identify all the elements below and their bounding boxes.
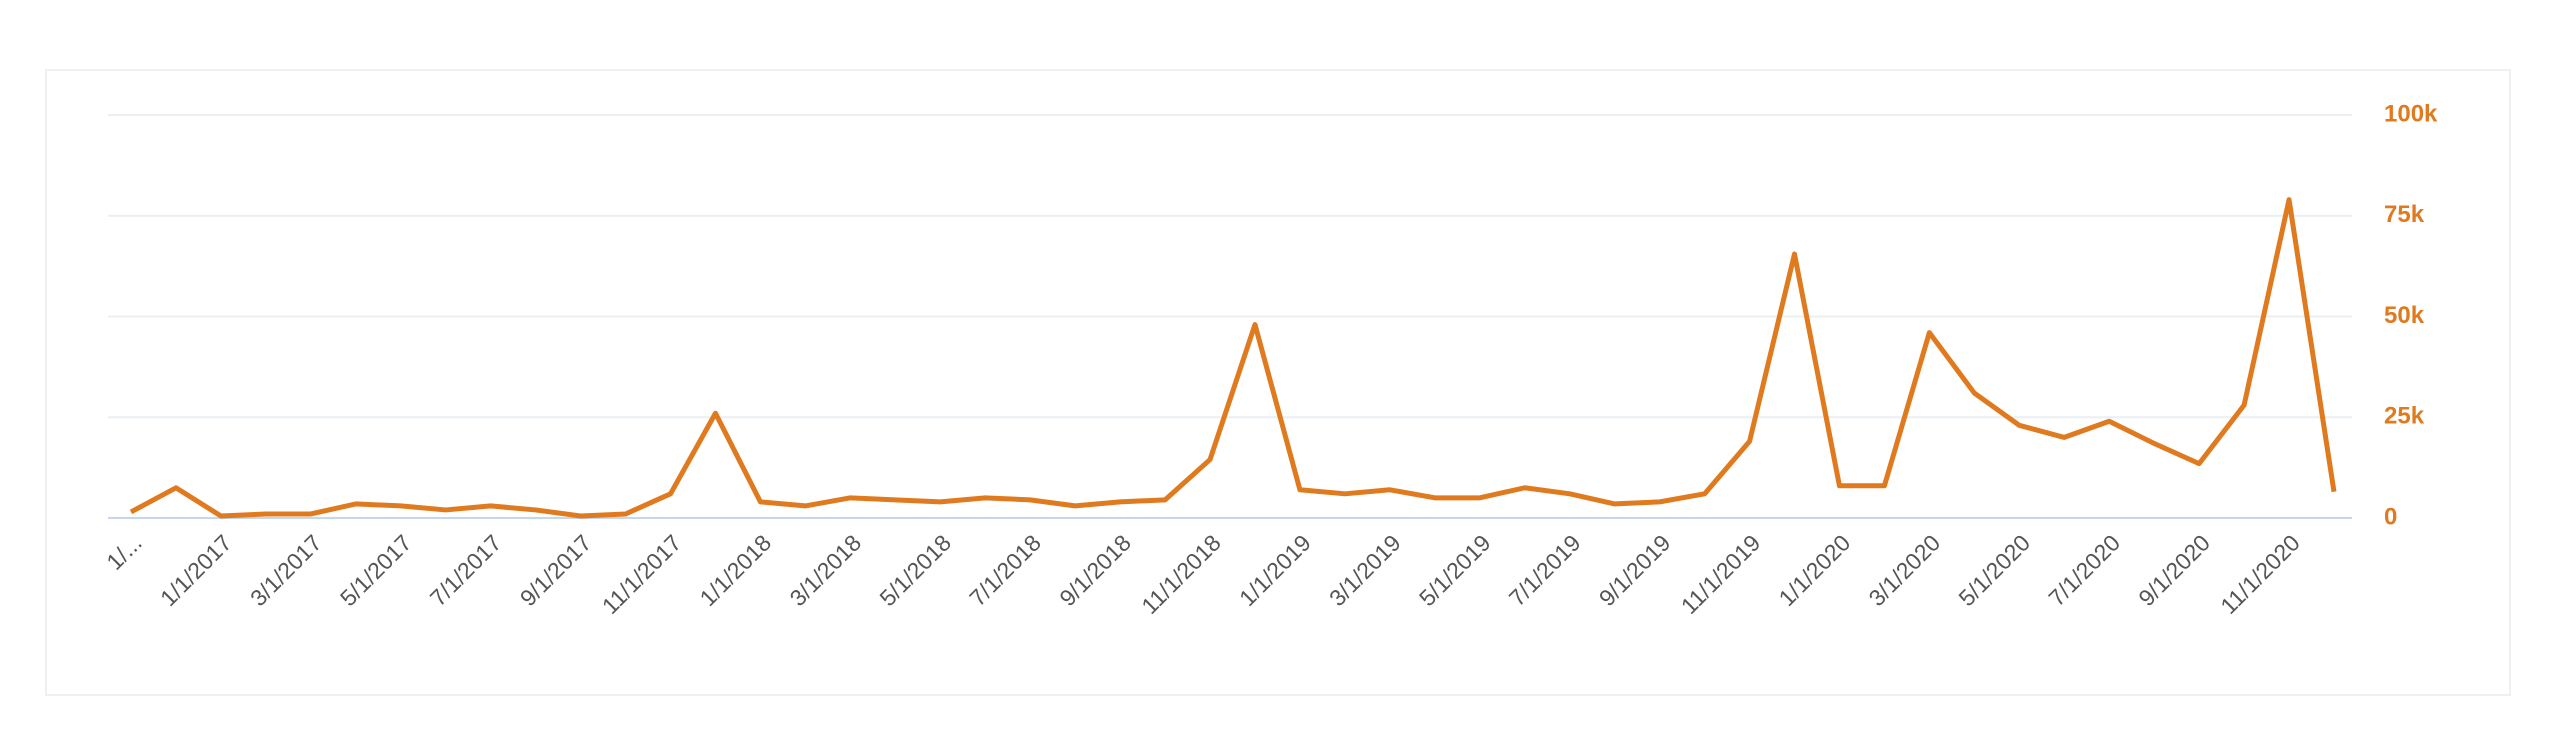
y-tick-label: 100k — [2384, 100, 2438, 127]
line — [129, 197, 2337, 519]
y-tick-label: 25k — [2384, 403, 2425, 430]
y-tick-label: 50k — [2384, 302, 2425, 329]
y-tick-label: 0 — [2384, 503, 2397, 530]
y-tick-label: 75k — [2384, 201, 2425, 228]
card — [45, 69, 2511, 696]
